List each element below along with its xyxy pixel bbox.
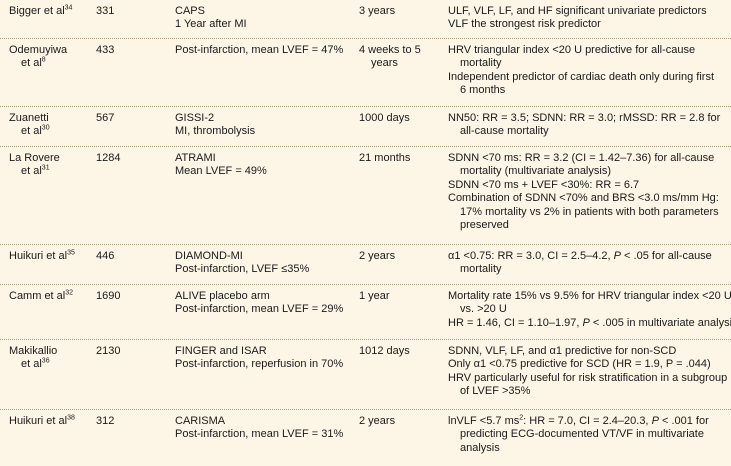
findings-cell: Mortality rate 15% vs 9.5% for HRV trian…	[448, 290, 731, 329]
n-cell: 331	[96, 5, 115, 17]
followup-cell: 2 years	[359, 415, 396, 427]
study-cell: Huikuri et al38	[9, 414, 75, 427]
n-cell: 1284	[96, 152, 121, 164]
followup-cell: 2 years	[359, 250, 396, 262]
population-cell: GISSI-2 MI, thrombolysis	[175, 112, 256, 138]
n-cell: 312	[96, 415, 115, 427]
followup-cell: 3 years	[359, 5, 396, 17]
table-row: Makikallio et al36 2130 FINGER and ISAR …	[0, 340, 731, 410]
n-cell: 567	[96, 112, 115, 124]
findings-cell: lnVLF <5.7 ms2: HR = 7.0, CI = 2.4–20.3,…	[448, 414, 709, 454]
table-row: Bigger et al34 331 CAPS 1 Year after MI …	[0, 0, 731, 39]
followup-cell: 4 weeks to 5 years	[359, 44, 421, 70]
findings-cell: SDNN, VLF, LF, and α1 predictive for non…	[448, 345, 728, 398]
population-cell: CARISMA Post-infarction, mean LVEF = 31%	[175, 415, 344, 441]
population-cell: ATRAMI Mean LVEF = 49%	[175, 152, 267, 178]
table-row: Zuanetti et al30 567 GISSI-2 MI, thrombo…	[0, 107, 731, 147]
table-row: Camm et al32 1690 ALIVE placebo arm Post…	[0, 285, 731, 340]
table-row: Huikuri et al38 312 CARISMA Post-infarct…	[0, 410, 731, 466]
population-cell: Post-infarction, mean LVEF = 47%	[175, 44, 344, 56]
study-cell: Camm et al32	[9, 289, 74, 302]
followup-cell: 1000 days	[359, 112, 410, 124]
findings-cell: ULF, VLF, LF, and HF significant univari…	[448, 5, 707, 31]
table-row: Odemuyiwa et al8 433 Post-infarction, me…	[0, 39, 731, 107]
study-cell: La Rovere et al31	[9, 152, 60, 178]
table-row: La Rovere et al31 1284 ATRAMI Mean LVEF …	[0, 147, 731, 245]
findings-cell: SDNN <70 ms: RR = 3.2 (CI = 1.42–7.36) f…	[448, 152, 719, 232]
followup-cell: 21 months	[359, 152, 411, 164]
study-cell: Zuanetti et al30	[9, 112, 50, 138]
population-cell: ALIVE placebo arm Post-infarction, mean …	[175, 290, 344, 316]
study-cell: Odemuyiwa et al8	[9, 44, 68, 70]
followup-cell: 1 year	[359, 290, 390, 302]
study-cell: Makikallio et al36	[9, 345, 58, 371]
study-cell: Bigger et al34	[9, 4, 73, 17]
study-cell: Huikuri et al35	[9, 249, 75, 262]
n-cell: 1690	[96, 290, 121, 302]
n-cell: 2130	[96, 345, 121, 357]
findings-cell: α1 <0.75: RR = 3.0, CI = 2.5–4.2, P < .0…	[448, 250, 712, 276]
findings-cell: NN50: RR = 3.5; SDNN: RR = 3.0; rMSSD: R…	[448, 112, 721, 138]
table-row: Huikuri et al35 446 DIAMOND-MI Post-infa…	[0, 245, 731, 285]
findings-cell: HRV triangular index <20 U predictive fo…	[448, 44, 714, 97]
n-cell: 446	[96, 250, 115, 262]
n-cell: 433	[96, 44, 115, 56]
population-cell: FINGER and ISAR Post-infarction, reperfu…	[175, 345, 344, 371]
population-cell: CAPS 1 Year after MI	[175, 5, 247, 31]
population-cell: DIAMOND-MI Post-infarction, LVEF ≤35%	[175, 250, 310, 276]
followup-cell: 1012 days	[359, 345, 410, 357]
